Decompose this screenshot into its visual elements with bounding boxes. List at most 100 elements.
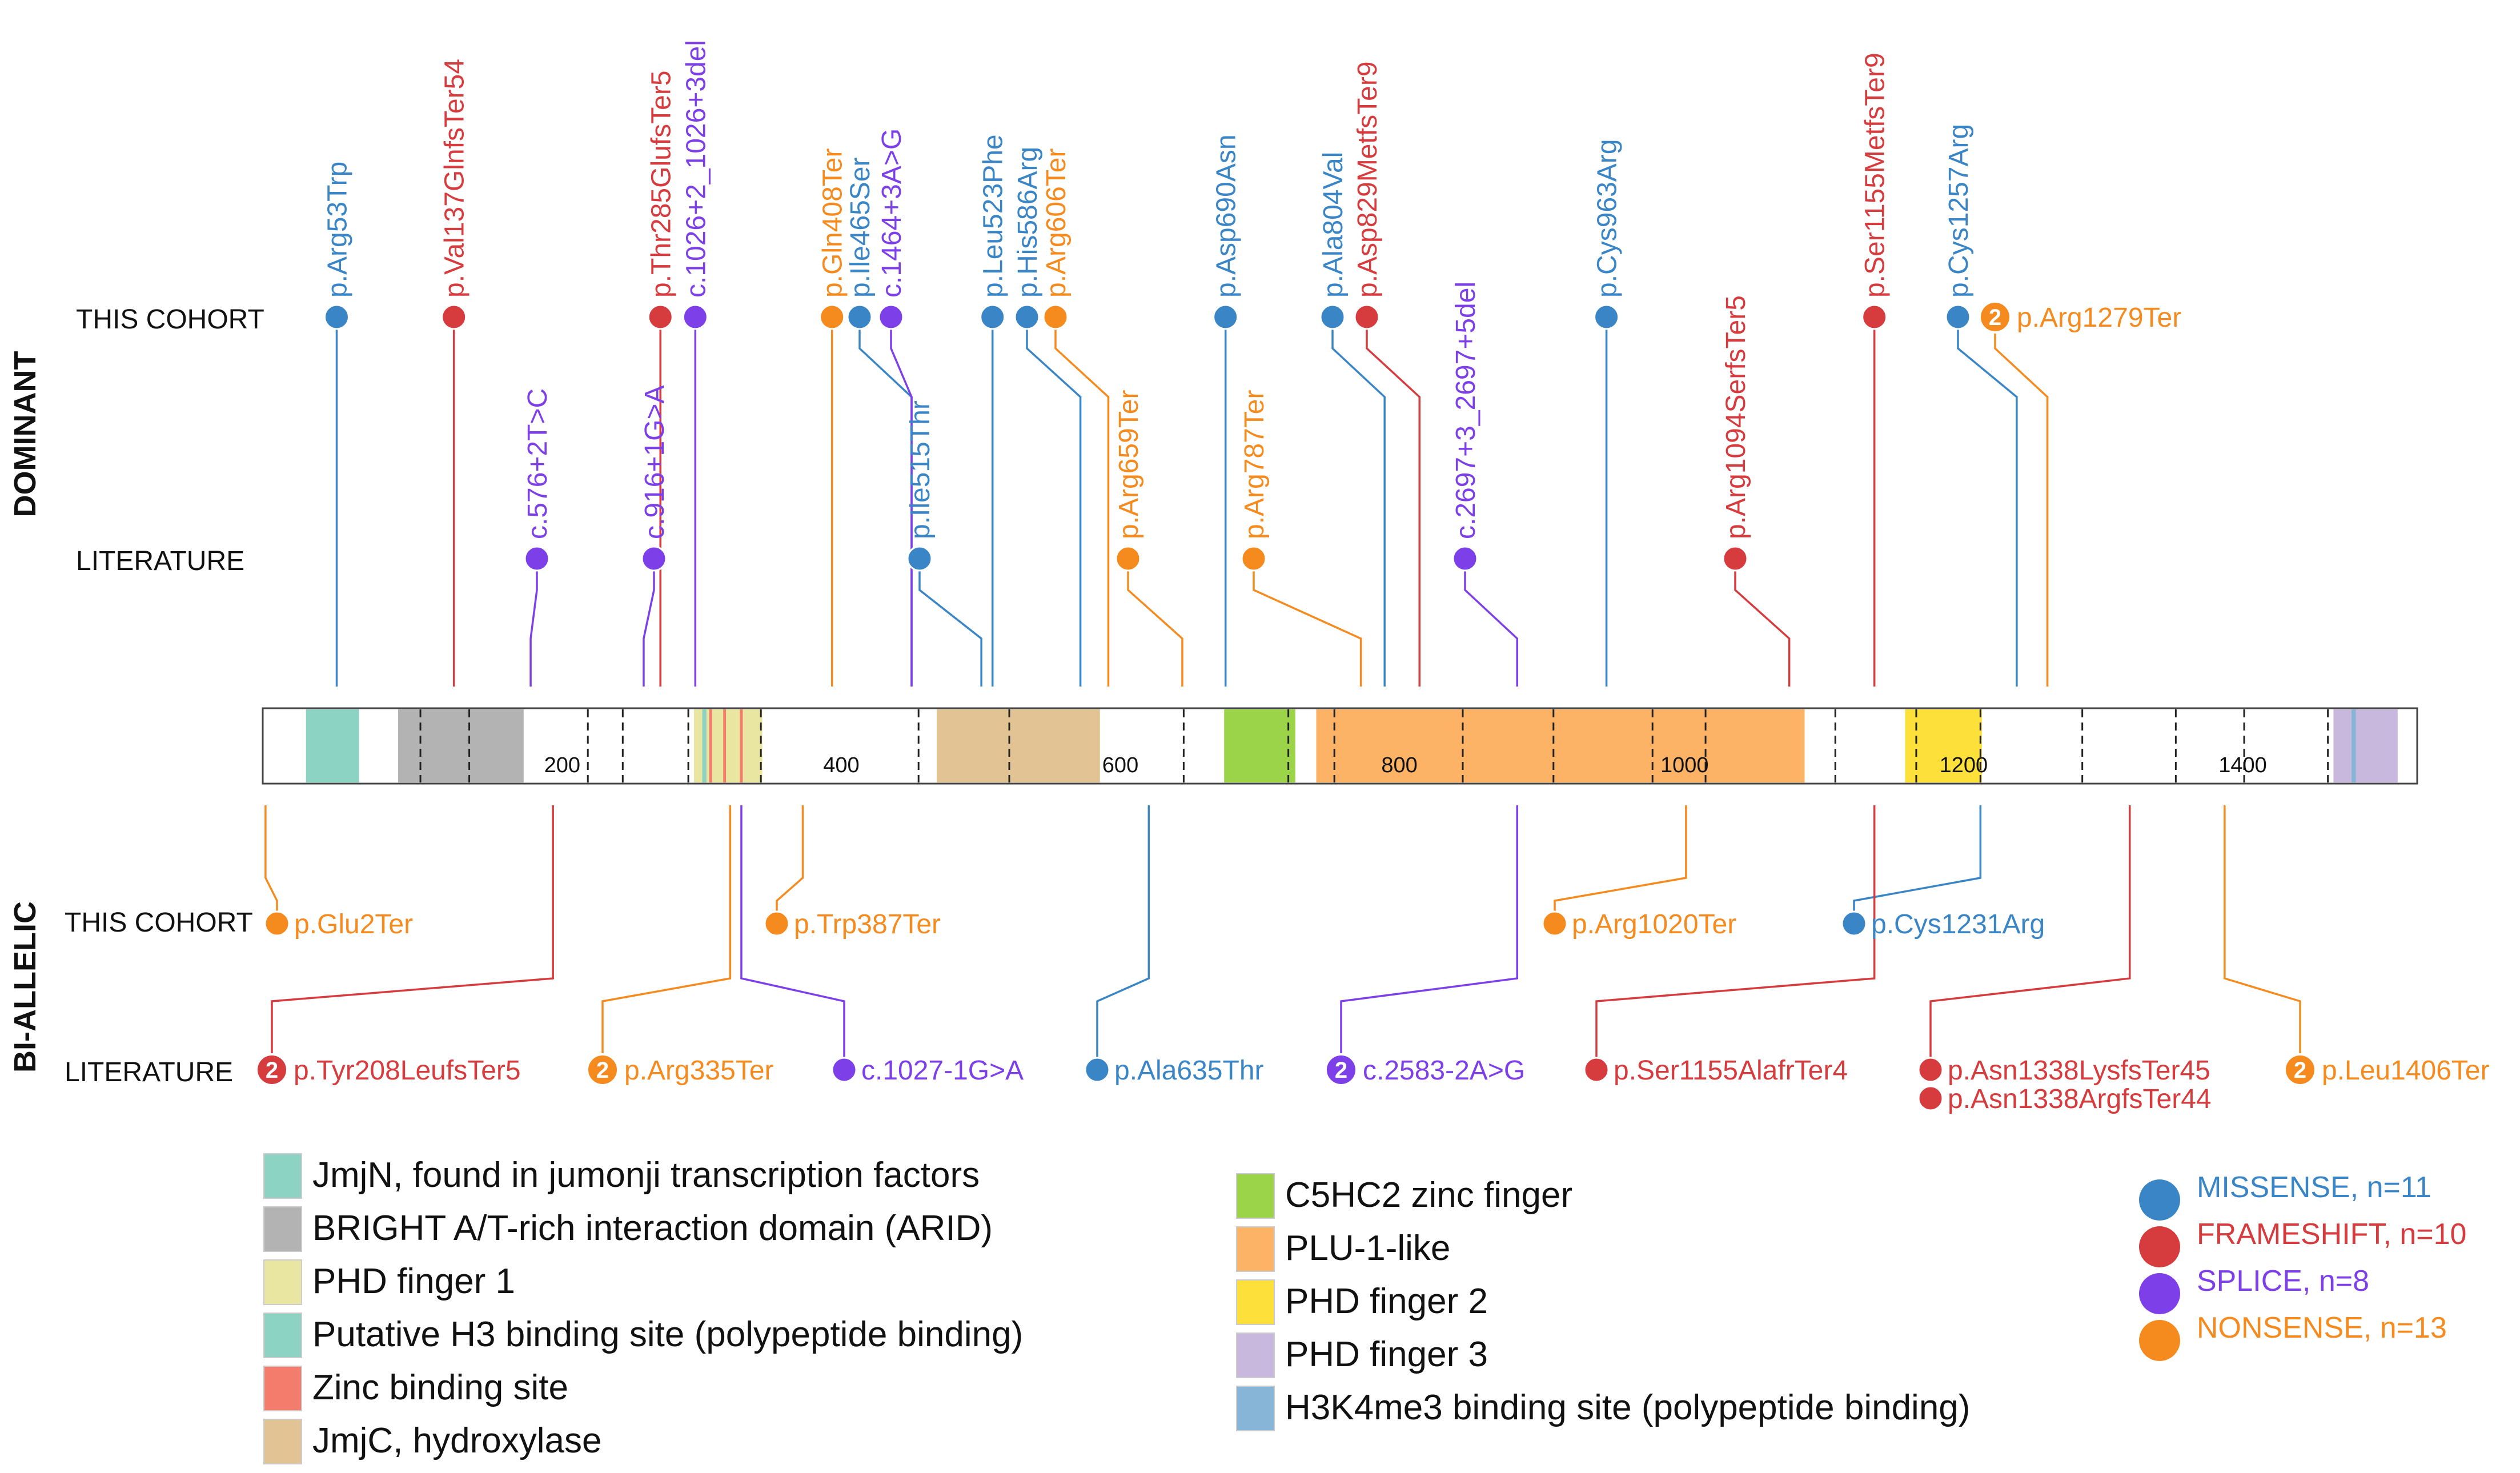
variant-dot [524, 545, 550, 572]
type-swatch [2139, 1320, 2180, 1361]
variant-label: p.Asp690Asn [1211, 134, 1242, 298]
variant-dot [264, 910, 290, 937]
variant-count: 2 [2294, 1058, 2306, 1083]
variant-label: p.Leu523Phe [978, 134, 1009, 298]
variant-stem [271, 805, 554, 1070]
type-label: MISSENSE, n=11 [2197, 1171, 2431, 1204]
variant-dot [1213, 304, 1239, 330]
legend-label: PHD finger 2 [1285, 1282, 1488, 1321]
legend-item-phd1: PHD finger 1 [263, 1259, 515, 1305]
variant-dot [819, 304, 845, 330]
variant-dot [764, 910, 790, 937]
variant-stem [1595, 805, 1876, 1070]
legend-item-arid: BRIGHT A/T-rich interaction domain (ARID… [263, 1206, 993, 1252]
variant-label: p.Arg659Ter [1114, 390, 1144, 539]
variant-stem [643, 559, 655, 687]
variant-dot [641, 545, 667, 572]
variant-dot [1594, 304, 1620, 330]
variant-stem [264, 805, 278, 924]
legend-label: BRIGHT A/T-rich interaction domain (ARID… [312, 1209, 993, 1248]
variant-stem [1853, 805, 1982, 924]
legend-label: JmjN, found in jumonji transcription fac… [312, 1155, 980, 1195]
domain-zinc [709, 709, 712, 782]
variant-label: c.2583-2A>G [1363, 1055, 1525, 1086]
variant-dot: 2 [586, 1053, 619, 1086]
variant-stem [1957, 317, 2018, 687]
variant-stem [1366, 317, 1421, 687]
variant-stem [1464, 559, 1519, 687]
variant-dot [1841, 910, 1867, 937]
variant-label: p.Arg1094SerfsTer5 [1721, 295, 1751, 539]
variant-label: c.1464+3A>G [877, 129, 907, 298]
variant-dot [1917, 1057, 1944, 1083]
variant-stem [1929, 805, 2131, 1070]
variant-stem [1734, 559, 1791, 687]
variant-dot [1354, 304, 1380, 330]
axis-tick-label: 200 [544, 753, 580, 777]
legend-item-h3k4: H3K4me3 binding site (polypeptide bindin… [1236, 1386, 1970, 1431]
variant-stem [1096, 805, 1150, 1070]
legend-item-c5hc2: C5HC2 zinc finger [1236, 1173, 1572, 1219]
variant-label: p.Leu1406Ter [2322, 1055, 2490, 1086]
domain-h3 [702, 709, 707, 782]
row-label-biallelic-literature: LITERATURE [65, 1057, 233, 1087]
variant-dot [323, 304, 350, 330]
axis-tick-label: 1400 [2218, 753, 2267, 777]
variant-dot: 2 [1979, 300, 2012, 334]
protein-outline [262, 707, 2418, 785]
axis-tick-label: 800 [1381, 753, 1417, 777]
legend-label: JmjC, hydroxylase [312, 1421, 601, 1460]
variant-label: c.2697+3_2697+5del [1451, 282, 1481, 539]
variant-label: p.Ala804Val [1318, 152, 1349, 298]
variant-type-legend: MISSENSE, n=11 FRAMESHIFT, n=10 SPLICE, n=… [2139, 1171, 2466, 1361]
variant-stem [529, 559, 538, 687]
variant-dot [647, 304, 673, 330]
variant-stem [1340, 805, 1519, 1070]
variant-label: c.576+2T>C [523, 388, 553, 539]
variant-dot [1452, 545, 1478, 572]
variant-count: 2 [1335, 1058, 1347, 1083]
axis-tick-label: 1200 [1940, 753, 1988, 777]
section-label-biallelic: BI-ALLELIC [8, 901, 42, 1073]
domain-plu1 [1316, 709, 1805, 782]
legend-swatch [1236, 1332, 1275, 1378]
legend-item-plu1: PLU-1-like [1236, 1226, 1450, 1272]
variant-label: p.Ser1155MetfsTer9 [1860, 53, 1891, 298]
row-label-dominant-literature: LITERATURE [76, 546, 244, 576]
legend-item-phd3: PHD finger 3 [1236, 1332, 1488, 1378]
variant-label: p.Glu2Ter [294, 909, 413, 940]
variant-dot [1861, 304, 1888, 330]
domain-h3k4 [2352, 709, 2356, 782]
domain-phd3 [2333, 709, 2398, 782]
variant-label: c.916+1G>A [640, 385, 670, 539]
variant-dot [1084, 1057, 1110, 1083]
variant-stem [601, 805, 732, 1070]
legend-label: PHD finger 3 [1285, 1335, 1488, 1374]
domain-jmjc [936, 709, 1100, 782]
legend-swatch [263, 1313, 302, 1358]
variant-count: 2 [596, 1058, 609, 1083]
type-label: NONSENSE, n=13 [2197, 1311, 2447, 1344]
variant-stem [858, 317, 913, 687]
legend-label: H3K4me3 binding site (polypeptide bindin… [1285, 1388, 1970, 1427]
variant-label: p.Asn1338ArgfsTer44 [1948, 1084, 2212, 1114]
variant-dot [1319, 304, 1346, 330]
variant-dot [1722, 545, 1748, 572]
variant-label: p.Cys1257Arg [1944, 124, 1974, 298]
variant-label: p.Ala635Thr [1114, 1055, 1264, 1086]
row-label-biallelic-cohort: THIS COHORT [65, 908, 253, 938]
variant-count: 2 [1989, 305, 2001, 330]
legend-label: Putative H3 binding site (polypeptide bi… [312, 1315, 1023, 1354]
domain-phd2 [1905, 709, 1982, 782]
type-label: FRAMESHIFT, n=10 [2197, 1218, 2466, 1251]
legend-item-h3: Putative H3 binding site (polypeptide bi… [263, 1313, 1023, 1358]
legend-swatch [1236, 1173, 1275, 1219]
variant-label: p.Ile465Ser [845, 157, 876, 298]
variant-label: p.Arg606Ter [1041, 148, 1072, 298]
legend-item-jmjn: JmjN, found in jumonji transcription fac… [263, 1153, 980, 1199]
axis-tick-label: 1000 [1660, 753, 1709, 777]
variant-dot: 2 [2284, 1053, 2317, 1086]
legend-swatch [1236, 1279, 1275, 1325]
variant-stem [776, 805, 804, 924]
variant-stem [1054, 317, 1110, 687]
